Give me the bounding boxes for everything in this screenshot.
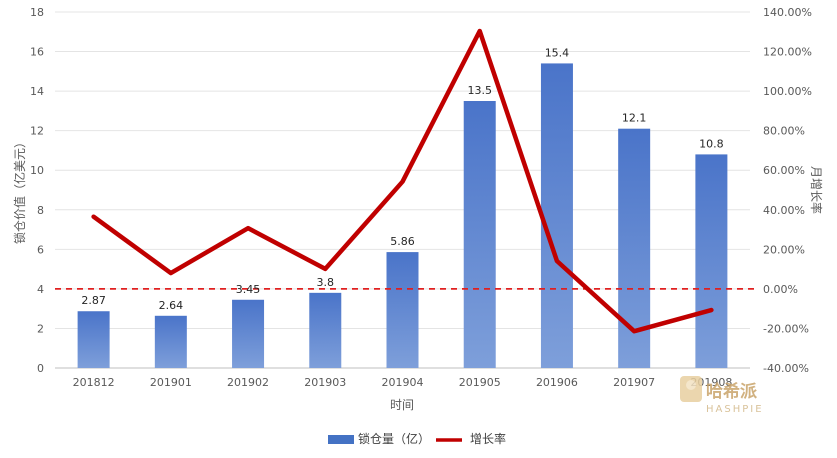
bar xyxy=(309,292,342,368)
x-tick-label: 201902 xyxy=(227,376,269,389)
bar-data-labels: 2.87 2.64 3.45 3.8 5.86 13.5 15.4 12.1 10.8 xyxy=(81,46,723,311)
y-tick-label: 10 xyxy=(30,164,44,177)
bar xyxy=(463,101,496,368)
y-tick-label: 0 xyxy=(37,362,44,375)
y2-tick-label: 120.00% xyxy=(763,46,812,59)
y-tick-label: 8 xyxy=(37,204,44,217)
legend-swatch-bars xyxy=(328,435,354,444)
x-tick-label: 201904 xyxy=(382,376,424,389)
y-tick-label: 14 xyxy=(30,85,44,98)
bar-data-label: 13.5 xyxy=(467,84,492,97)
bar xyxy=(695,154,728,368)
y-axis-title: 锁仓价值（亿美元） xyxy=(12,136,27,244)
y2-tick-label: 60.00% xyxy=(763,164,805,177)
x-tick-label: 201901 xyxy=(150,376,192,389)
legend-label-line: 增长率 xyxy=(470,431,506,446)
y2-tick-label: -40.00% xyxy=(763,362,809,375)
y-tick-label: 18 xyxy=(30,6,44,19)
x-tick-label: 201907 xyxy=(613,376,655,389)
watermark-sub: HASHPIE xyxy=(706,404,764,415)
right-axis-tick-labels: -40.00% -20.00% 0.00% 20.00% 40.00% 60.00% 80.… xyxy=(763,6,812,375)
bar xyxy=(154,315,187,368)
x-tick-label: 201903 xyxy=(304,376,346,389)
bar xyxy=(540,63,573,369)
bar xyxy=(232,299,265,368)
legend: 锁仓量（亿） 增长率 xyxy=(328,431,506,446)
bar-data-label: 5.86 xyxy=(390,235,415,248)
y2-tick-label: 20.00% xyxy=(763,243,805,256)
legend-label-bars: 锁仓量（亿） xyxy=(358,431,430,446)
bar-data-label: 3.8 xyxy=(317,276,335,289)
watermark-logo: 哈希派 HASHPIE xyxy=(680,376,764,415)
bar xyxy=(386,252,419,368)
x-axis-title: 时间 xyxy=(390,398,414,412)
bar xyxy=(77,311,110,368)
bar-data-label: 3.45 xyxy=(236,283,261,296)
bar-data-label: 12.1 xyxy=(622,112,647,125)
x-tick-label: 201906 xyxy=(536,376,578,389)
y2-tick-label: 140.00% xyxy=(763,6,812,19)
y-tick-label: 2 xyxy=(37,322,44,335)
growth-line-series xyxy=(91,28,714,334)
bar-data-label: 15.4 xyxy=(545,46,570,59)
y-tick-label: 16 xyxy=(30,46,44,59)
y2-tick-label: 40.00% xyxy=(763,204,805,217)
bar-data-label: 2.87 xyxy=(81,294,106,307)
bar-data-label: 2.64 xyxy=(159,299,184,312)
left-axis-tick-labels: 0 2 4 6 8 10 12 14 16 18 xyxy=(30,6,44,375)
y2-axis-title: 月增长率 xyxy=(809,166,824,214)
x-tick-label: 201905 xyxy=(459,376,501,389)
y2-tick-label: 80.00% xyxy=(763,125,805,138)
bar-data-label: 10.8 xyxy=(699,137,724,150)
y-tick-label: 4 xyxy=(37,283,44,296)
y2-tick-label: 0.00% xyxy=(763,283,798,296)
y-tick-label: 12 xyxy=(30,125,44,138)
y-tick-label: 6 xyxy=(37,243,44,256)
bar-series xyxy=(77,63,728,369)
y2-tick-label: 100.00% xyxy=(763,85,812,98)
y2-tick-label: -20.00% xyxy=(763,322,809,335)
x-axis-tick-labels: 201812 201901 201902 201903 201904 201905 2019… xyxy=(73,376,733,389)
growth-line xyxy=(91,28,714,334)
watermark-text: 哈希派 xyxy=(706,381,758,402)
x-tick-label: 201812 xyxy=(73,376,115,389)
